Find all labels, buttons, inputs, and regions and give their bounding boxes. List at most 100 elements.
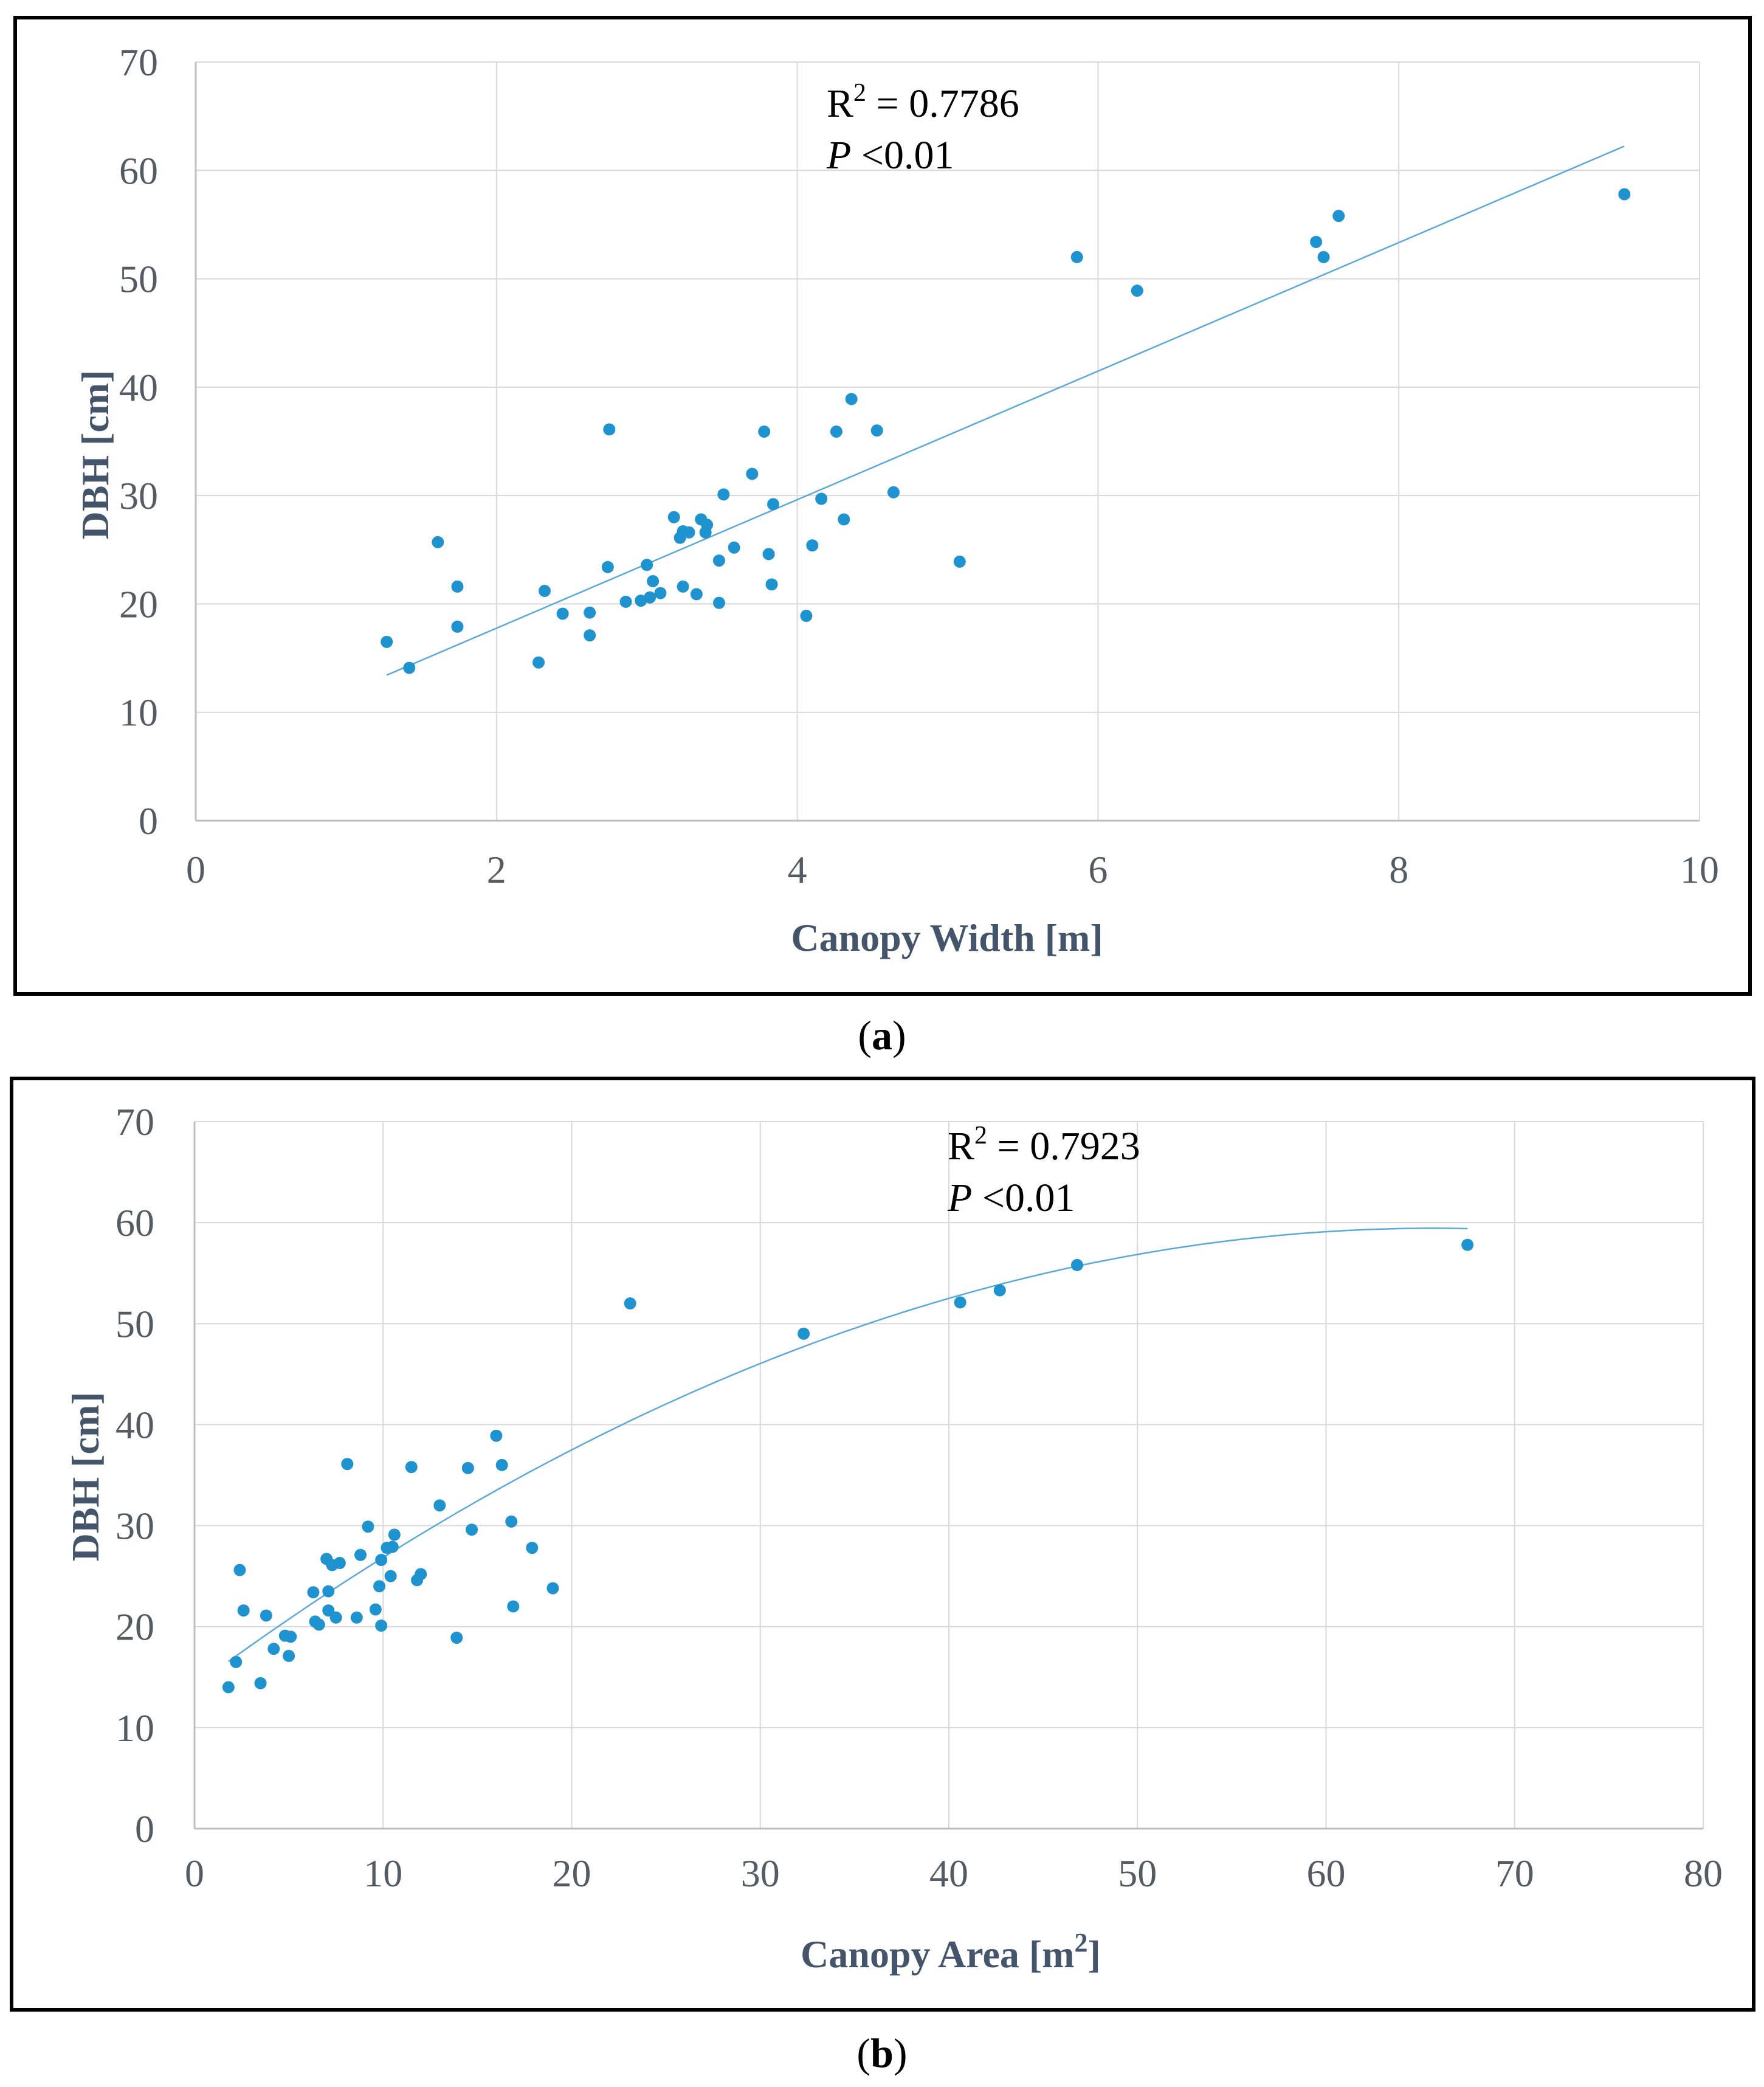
scatter-chart-b: 0 10 20 30 40 50 60 70 80 0 10 20 30 40 50 60 70 R2 = 0… bbox=[64, 1100, 1723, 1976]
data-point bbox=[624, 1297, 636, 1310]
scatter-chart-a: 0 2 4 6 8 10 0 10 20 30 40 50 60 70 R2 = 0.7786 P <0… bbox=[74, 41, 1719, 959]
data-point bbox=[433, 1499, 446, 1512]
data-point bbox=[1332, 210, 1345, 222]
data-point bbox=[647, 574, 660, 587]
x-axis-title-a: Canopy Width [m] bbox=[791, 916, 1103, 959]
data-point bbox=[333, 1557, 346, 1570]
y-tick-label: 60 bbox=[119, 149, 158, 192]
data-point bbox=[375, 1620, 388, 1632]
x-tick-label: 0 bbox=[186, 848, 205, 891]
p-value-label-b: P <0.01 bbox=[947, 1176, 1075, 1220]
data-point bbox=[746, 467, 759, 480]
data-point bbox=[641, 559, 653, 571]
data-point bbox=[375, 1554, 388, 1567]
x-tick-label: 4 bbox=[788, 848, 807, 891]
data-point bbox=[230, 1655, 243, 1668]
y-tick-label: 60 bbox=[115, 1201, 154, 1244]
data-point bbox=[466, 1523, 478, 1536]
data-point bbox=[712, 596, 725, 609]
x-axis-title-b: Canopy Area [m2] bbox=[801, 1928, 1101, 1976]
data-point bbox=[765, 578, 778, 591]
data-point bbox=[712, 554, 725, 567]
data-point bbox=[690, 588, 703, 601]
data-point bbox=[993, 1284, 1006, 1297]
x-tick-label: 10 bbox=[1680, 848, 1719, 891]
x-tick-label: 2 bbox=[487, 848, 506, 891]
data-point bbox=[870, 424, 883, 437]
data-point bbox=[526, 1542, 539, 1554]
data-point bbox=[495, 1458, 508, 1471]
y-tick-label: 20 bbox=[115, 1606, 154, 1649]
x-tick-label: 8 bbox=[1389, 848, 1408, 891]
data-point bbox=[619, 595, 632, 608]
data-point bbox=[1070, 1258, 1083, 1271]
data-point bbox=[260, 1609, 272, 1622]
data-point bbox=[1461, 1238, 1474, 1251]
x-tick-label: 6 bbox=[1088, 848, 1108, 891]
data-point bbox=[461, 1461, 474, 1474]
data-point bbox=[1618, 188, 1631, 201]
data-point bbox=[1070, 250, 1083, 263]
data-points-b bbox=[222, 1238, 1474, 1694]
y-tick-label: 0 bbox=[135, 1807, 154, 1851]
data-point bbox=[403, 661, 416, 674]
data-point bbox=[806, 539, 819, 552]
data-point bbox=[386, 1540, 399, 1553]
data-point bbox=[450, 1631, 463, 1644]
data-point bbox=[758, 425, 771, 438]
data-point bbox=[354, 1548, 367, 1561]
data-point bbox=[762, 548, 775, 561]
y-tick-label: 50 bbox=[115, 1302, 154, 1345]
data-point bbox=[388, 1528, 401, 1541]
data-point bbox=[1131, 285, 1143, 297]
data-point bbox=[601, 561, 614, 573]
x-tick-label: 0 bbox=[185, 1852, 204, 1895]
axes-a bbox=[195, 62, 1700, 822]
axes-b bbox=[193, 1122, 1703, 1830]
data-point bbox=[717, 488, 730, 501]
x-tick-label: 60 bbox=[1307, 1852, 1346, 1895]
y-tick-label: 50 bbox=[119, 258, 158, 301]
data-point bbox=[432, 536, 444, 548]
data-point bbox=[532, 656, 545, 669]
y-axis-title-a: DBH [cm] bbox=[74, 370, 117, 539]
data-point bbox=[538, 585, 551, 598]
data-point bbox=[584, 606, 596, 619]
data-point bbox=[815, 492, 828, 505]
data-point bbox=[845, 393, 858, 405]
data-point bbox=[701, 519, 714, 531]
caption-a: (a) bbox=[858, 1012, 906, 1058]
data-point bbox=[322, 1585, 335, 1598]
r-squared-label-b: R2 = 0.7923 bbox=[948, 1122, 1140, 1168]
data-point bbox=[369, 1603, 382, 1616]
data-point bbox=[373, 1580, 386, 1593]
x-tick-label: 20 bbox=[553, 1852, 591, 1895]
p-value-label-a: P <0.01 bbox=[826, 133, 954, 178]
y-axis-title-b: DBH [cm] bbox=[64, 1392, 107, 1561]
y-tick-label: 70 bbox=[119, 41, 158, 84]
data-point bbox=[644, 591, 656, 604]
data-point bbox=[546, 1582, 559, 1595]
trendline-a bbox=[386, 145, 1625, 676]
data-point bbox=[556, 607, 569, 620]
data-point bbox=[1310, 235, 1323, 248]
data-point bbox=[254, 1677, 267, 1689]
x-tick-label: 10 bbox=[363, 1852, 402, 1895]
data-point bbox=[283, 1649, 295, 1662]
data-point bbox=[953, 555, 966, 568]
data-point bbox=[307, 1586, 320, 1599]
x-tick-labels-a: 0 2 4 6 8 10 bbox=[186, 848, 1719, 891]
y-tick-labels-b: 0 10 20 30 40 50 60 70 bbox=[115, 1100, 154, 1851]
chart-panel-b: 0 10 20 30 40 50 60 70 80 0 10 20 30 40 50 60 70 R2 = 0… bbox=[10, 1077, 1755, 2012]
data-point bbox=[284, 1630, 297, 1643]
data-point bbox=[415, 1568, 427, 1581]
data-point bbox=[405, 1461, 418, 1474]
data-point bbox=[384, 1570, 397, 1582]
y-tick-label: 70 bbox=[115, 1100, 154, 1144]
y-tick-label: 40 bbox=[115, 1403, 154, 1446]
grid-b bbox=[195, 1121, 1704, 1829]
x-tick-labels-b: 0 10 20 30 40 50 60 70 80 bbox=[185, 1852, 1723, 1895]
data-point bbox=[677, 580, 689, 593]
data-point bbox=[798, 1327, 810, 1340]
r-squared-label-a: R2 = 0.7786 bbox=[827, 79, 1019, 126]
